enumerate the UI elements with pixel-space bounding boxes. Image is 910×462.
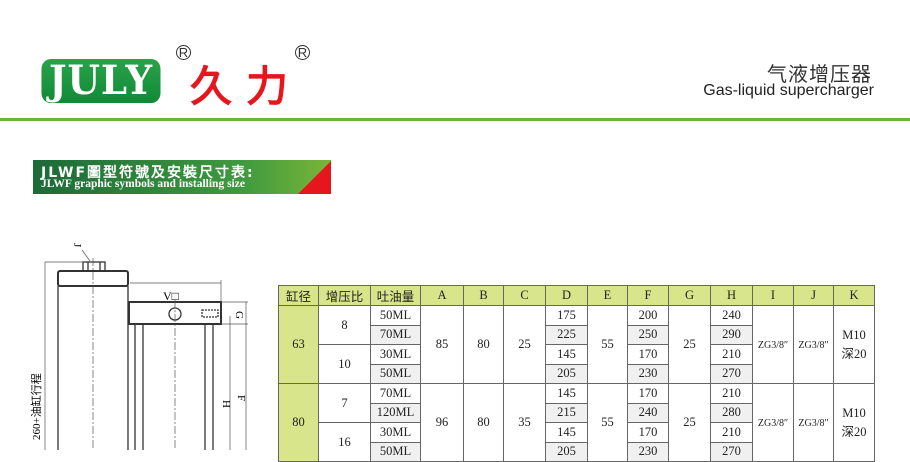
- table-cell: 210: [710, 383, 753, 404]
- table-cell: 205: [545, 363, 588, 384]
- column-header: E: [587, 285, 628, 306]
- table-cell: 25: [668, 383, 711, 462]
- column-header: J: [793, 285, 834, 306]
- column-header: A: [420, 285, 464, 306]
- table-cell: 270: [710, 363, 753, 384]
- table-cell: 63: [278, 305, 319, 384]
- table-cell: 30ML: [370, 344, 421, 365]
- table-cell: 8: [318, 305, 371, 345]
- table-cell: 50ML: [370, 363, 421, 384]
- column-header: 吐油量: [370, 285, 421, 306]
- product-title-en: Gas-liquid supercharger: [703, 82, 874, 99]
- k-spec: 深20: [841, 424, 867, 439]
- july-logo: JULY: [41, 59, 161, 103]
- table-row: 63 8 50ML 85 80 25 175 55 200 25 240 ZG3/8″ ZG3/8″ M1…: [278, 305, 875, 384]
- k-spec: M10: [842, 405, 866, 420]
- table-cell: 50ML: [370, 441, 421, 462]
- table-cell: 80: [463, 305, 504, 384]
- table-cell: M10 深20: [833, 383, 875, 462]
- table-row: 120ML 215 240 280: [279, 402, 875, 423]
- table-cell: 30ML: [370, 422, 421, 443]
- table-cell: 70ML: [370, 383, 421, 404]
- banner-title-cn: JLWF圖型符號及安裝尺寸表:: [41, 165, 255, 181]
- label-h: H: [220, 400, 232, 408]
- table-cell: 16: [318, 422, 371, 462]
- column-header: D: [545, 285, 588, 306]
- table-cell: 70ML: [370, 324, 421, 345]
- k-spec: 深20: [841, 346, 867, 361]
- dimension-table: 缸径 增压比 吐油量 A B C D E F G H I J K 63 8 50ML 85 80 25 175 55 20…: [278, 285, 875, 462]
- k-spec: M10: [842, 327, 866, 342]
- table-cell: 120ML: [370, 402, 421, 423]
- thread-spec: ZG3/8″: [757, 340, 789, 351]
- column-header: G: [668, 285, 711, 306]
- table-cell: ZG3/8″: [752, 305, 794, 384]
- table-cell: 85: [420, 305, 464, 384]
- banner-red-triangle: [298, 161, 331, 194]
- column-header: H: [710, 285, 753, 306]
- banner-title-en: JLWF graphic symbols and installing size: [41, 178, 245, 190]
- column-header: 缸径: [278, 285, 319, 306]
- label-stroke: 260+油缸行程: [29, 373, 43, 440]
- table-row: 80 7 70ML 96 80 35 145 55 170 25 210 ZG3/8″ ZG3/8″ M1…: [278, 383, 875, 462]
- table-cell: 80: [278, 383, 319, 462]
- table-cell: 25: [503, 305, 546, 384]
- label-j: J: [71, 243, 83, 248]
- table-cell: 230: [627, 363, 669, 384]
- table-cell: 10: [318, 344, 371, 384]
- table-cell: 210: [710, 422, 753, 443]
- table-cell: 170: [627, 383, 669, 404]
- table-cell: 170: [627, 344, 669, 365]
- logo-chinese: 久力: [190, 62, 303, 111]
- table-cell: 240: [627, 402, 669, 423]
- table-cell: 25: [668, 305, 711, 384]
- label-f: F: [235, 395, 247, 401]
- column-header: C: [503, 285, 546, 306]
- table-cell: 145: [545, 383, 588, 404]
- header-divider: [0, 118, 910, 121]
- table-cell: 215: [545, 402, 588, 423]
- thread-spec: ZG3/8″: [757, 418, 789, 429]
- section-banner: JLWF圖型符號及安裝尺寸表: JLWF graphic symbols and…: [33, 160, 331, 194]
- product-title-cn: 气液增压器: [767, 62, 872, 86]
- table-cell: 145: [545, 422, 588, 443]
- column-header: 增压比: [318, 285, 371, 306]
- table-cell: 175: [545, 305, 588, 326]
- table-cell: 7: [318, 383, 371, 423]
- table-cell: 205: [545, 441, 588, 462]
- table-cell: ZG3/8″: [793, 383, 834, 462]
- table-cell: ZG3/8″: [793, 305, 834, 384]
- column-header: F: [627, 285, 669, 306]
- table-cell: 170: [627, 422, 669, 443]
- table-cell: 50ML: [370, 305, 421, 326]
- registered-mark: R: [176, 45, 191, 60]
- table-row: 50ML 205 230 270: [279, 363, 875, 384]
- table-cell: 290: [710, 324, 753, 345]
- table-cell: 240: [710, 305, 753, 326]
- table-cell: 145: [545, 344, 588, 365]
- column-header: B: [463, 285, 504, 306]
- label-g: G: [233, 311, 245, 319]
- table-cell: M10 深20: [833, 305, 875, 384]
- table-cell: 250: [627, 324, 669, 345]
- table-cell: 280: [710, 402, 753, 423]
- cylinder-drawing: J V□ G H F 260+油缸行程: [29, 243, 248, 450]
- table-cell: 270: [710, 441, 753, 462]
- table-cell: 210: [710, 344, 753, 365]
- column-header: K: [833, 285, 875, 306]
- table-cell: 230: [627, 441, 669, 462]
- table-cell: 225: [545, 324, 588, 345]
- thread-spec: ZG3/8″: [798, 340, 829, 351]
- column-header: I: [752, 285, 794, 306]
- label-v: V□: [163, 289, 179, 303]
- table-cell: 200: [627, 305, 669, 326]
- table-row: 70ML 225 250 290: [279, 324, 875, 345]
- thread-spec: ZG3/8″: [798, 418, 829, 429]
- table-cell: 55: [587, 305, 628, 384]
- registered-mark: R: [295, 45, 310, 60]
